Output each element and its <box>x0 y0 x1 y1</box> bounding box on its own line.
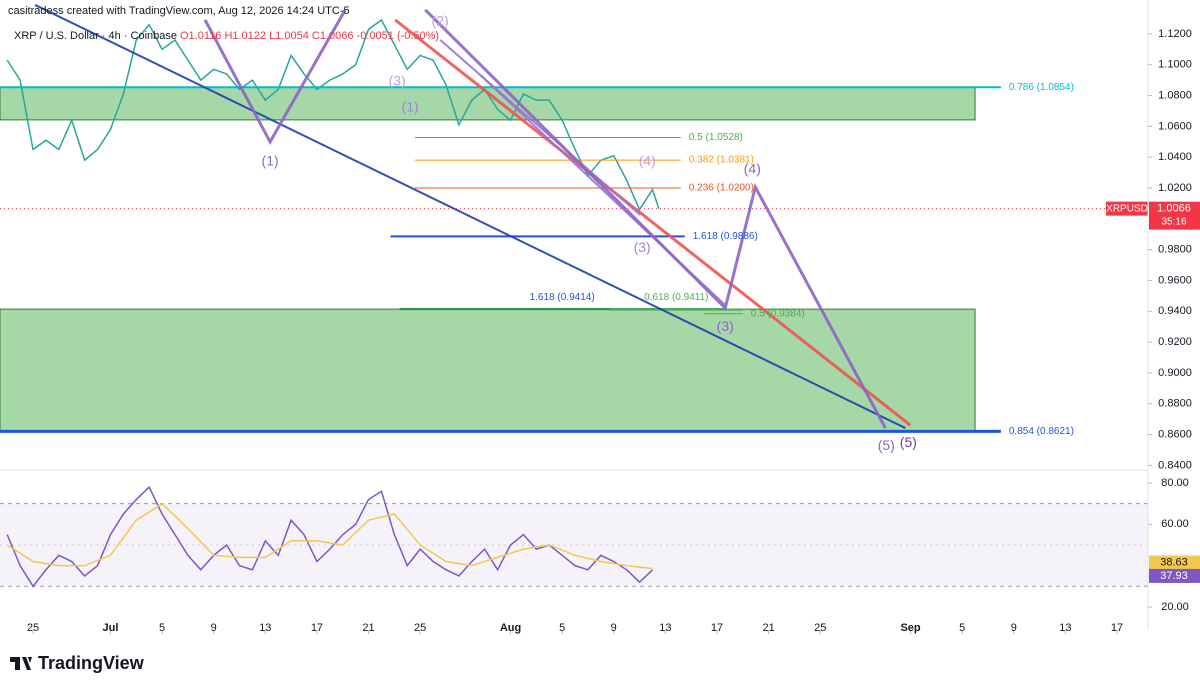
wave-label: (5) <box>878 437 895 453</box>
rsi-tag-value: 38.63 <box>1160 556 1188 568</box>
x-tick-label: Sep <box>900 622 920 634</box>
rsi-band <box>0 503 1148 587</box>
trend-line <box>394 18 912 427</box>
wave-label: (1) <box>402 99 419 115</box>
y-tick-label: 1.0200 <box>1158 182 1192 194</box>
y-tick-label: 0.9600 <box>1158 274 1192 286</box>
trend-line <box>439 39 641 216</box>
series-line <box>6 502 653 570</box>
x-tick-label: 13 <box>1059 622 1071 634</box>
wave-label: (1) <box>262 153 279 169</box>
wave-label: (5) <box>900 434 917 450</box>
trend-line <box>34 4 906 429</box>
wave-label: (4) <box>744 161 761 177</box>
level-label: 1.618 (0.9886) <box>693 231 758 242</box>
y-tick-label: 60.00 <box>1161 518 1189 530</box>
x-tick-label: 9 <box>611 622 617 634</box>
ohlc: O1.0116 H1.0122 L1.0054 C1.0066 -0.0051 … <box>180 30 439 42</box>
x-tick-label: 17 <box>311 622 323 634</box>
y-tick-label: 0.8600 <box>1158 428 1192 440</box>
level-label: 0.5 (0.9384) <box>751 308 805 319</box>
price-tag-symbol-text: XRPUSD <box>1106 203 1148 214</box>
price-pane <box>0 4 1148 433</box>
y-tick-label: 0.9800 <box>1158 244 1192 256</box>
x-tick-label: 9 <box>211 622 217 634</box>
y-tick-label: 80.00 <box>1161 477 1189 489</box>
wave-label: (3) <box>389 73 406 89</box>
x-tick-label: 5 <box>159 622 165 634</box>
price-tag <box>1149 201 1200 230</box>
level-label: 0.618 (0.9411) <box>644 292 708 303</box>
level-label: 0.854 (0.8621) <box>1009 426 1074 437</box>
wave-label: (4) <box>639 153 656 169</box>
level-label: 1.618 (0.9414) <box>530 292 595 303</box>
wave-label: (2) <box>432 13 449 29</box>
y-tick-label: 0.9400 <box>1158 305 1192 317</box>
x-tick-label: 21 <box>762 622 774 634</box>
zone <box>0 308 976 432</box>
symbol-title: XRP / U.S. Dollar · 4h · Coinbase <box>14 30 177 42</box>
level-label: 0.236 (1.0200) <box>689 183 754 194</box>
price-tag-symbol <box>1106 201 1148 216</box>
level-label: 0.382 (1.0381) <box>689 155 754 166</box>
price-tag-countdown: 35:16 <box>1161 216 1186 227</box>
x-tick-label: 9 <box>1011 622 1017 634</box>
x-tick-label: 17 <box>711 622 723 634</box>
x-tick-label: 17 <box>1111 622 1123 634</box>
axes: 1.1200 1.1000 1.0800 1.0600 1.0400 1.0200 0.98… <box>27 28 1200 634</box>
y-tick-label: 1.1000 <box>1158 59 1192 71</box>
logo <box>10 657 32 670</box>
y-tick-label: 20.00 <box>1161 601 1189 613</box>
price-tag-value: 1.0066 <box>1157 203 1191 215</box>
brand: TradingView <box>38 653 145 673</box>
x-tick-label: 5 <box>559 622 565 634</box>
y-tick-label: 1.1200 <box>1158 28 1192 40</box>
wave-label: (3) <box>634 239 651 255</box>
level-label: 0.5 (1.0528) <box>689 132 743 143</box>
x-tick-label: Jul <box>103 622 119 634</box>
credit: casitradess created with TradingView.com… <box>8 5 350 17</box>
x-tick-label: 21 <box>362 622 374 634</box>
y-tick-label: 0.8800 <box>1158 398 1192 410</box>
y-tick-label: 0.8400 <box>1158 459 1192 471</box>
wave-label: (3) <box>717 318 734 334</box>
x-tick-label: 25 <box>814 622 826 634</box>
x-tick-label: 5 <box>959 622 965 634</box>
x-tick-label: 25 <box>27 622 39 634</box>
x-tick-label: 13 <box>259 622 271 634</box>
rsi-tag <box>1149 555 1200 570</box>
x-tick-label: Aug <box>500 622 521 634</box>
trend-line <box>424 8 887 429</box>
rsi-tag-value: 37.93 <box>1160 570 1188 582</box>
y-tick-label: 1.0400 <box>1158 151 1192 163</box>
y-tick-label: 0.9000 <box>1158 367 1192 379</box>
y-tick-label: 1.0800 <box>1158 89 1192 101</box>
y-tick-label: 0.9200 <box>1158 336 1192 348</box>
y-tick-label: 1.0600 <box>1158 120 1192 132</box>
rsi-tag <box>1149 568 1200 583</box>
level-label: 0.786 (1.0854) <box>1009 82 1074 93</box>
trend-line <box>203 9 347 146</box>
series-line <box>6 18 660 212</box>
x-tick-label: 25 <box>414 622 426 634</box>
rsi-pane <box>0 485 1148 588</box>
x-tick-label: 13 <box>659 622 671 634</box>
